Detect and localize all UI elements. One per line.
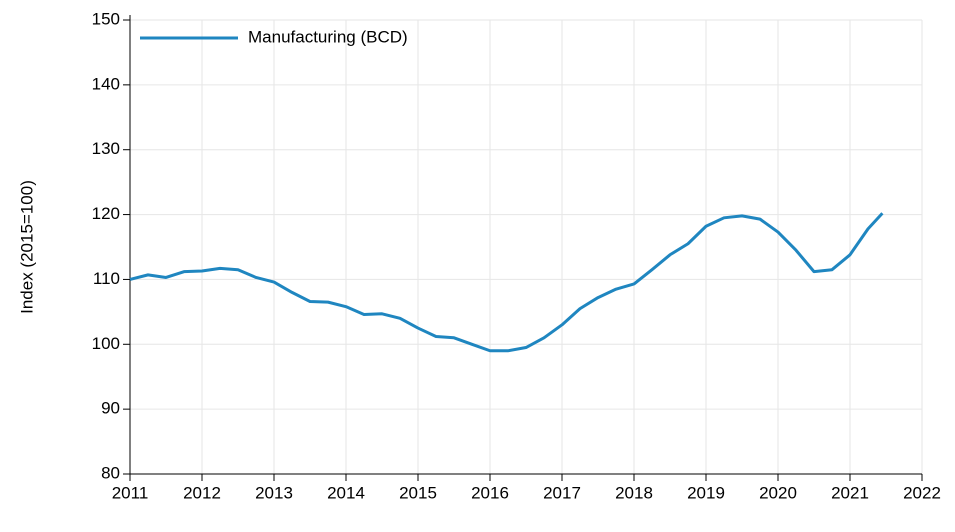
x-tick-label: 2020 xyxy=(759,483,797,502)
x-tick-label: 2021 xyxy=(831,483,869,502)
y-tick-label: 100 xyxy=(92,334,120,353)
x-tick-label: 2013 xyxy=(255,483,293,502)
y-tick-label: 80 xyxy=(101,463,120,482)
x-tick-label: 2019 xyxy=(687,483,725,502)
y-tick-label: 120 xyxy=(92,204,120,223)
x-tick-label: 2022 xyxy=(903,483,941,502)
x-tick-label: 2016 xyxy=(471,483,509,502)
x-tick-label: 2018 xyxy=(615,483,653,502)
y-tick-label: 150 xyxy=(92,9,120,28)
y-tick-label: 140 xyxy=(92,74,120,93)
data-line xyxy=(129,212,884,353)
y-tick-label: 110 xyxy=(93,269,120,288)
y-axis-label: Index (2015=100) xyxy=(17,180,36,314)
x-tick-label: 2015 xyxy=(399,483,437,502)
y-tick-label: 90 xyxy=(101,399,120,418)
x-tick-label: 2017 xyxy=(543,483,581,502)
legend-label: Manufacturing (BCD) xyxy=(248,27,408,46)
x-tick-label: 2012 xyxy=(183,483,221,502)
x-tick-label: 2011 xyxy=(112,483,149,502)
y-tick-label: 130 xyxy=(92,139,120,158)
x-tick-label: 2014 xyxy=(327,483,365,502)
